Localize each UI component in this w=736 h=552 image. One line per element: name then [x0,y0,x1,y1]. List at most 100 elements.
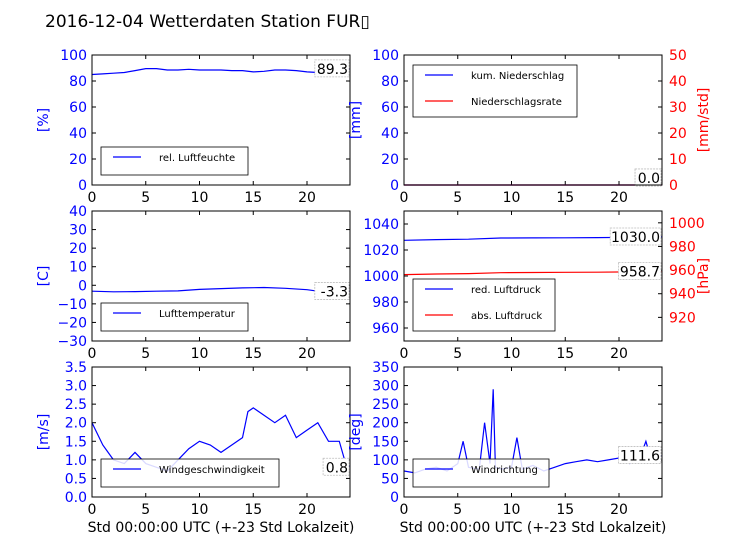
y-tick-label: 100 [60,48,87,64]
legend-entry: kum. Niederschlag [471,71,564,82]
plot-frame [403,54,663,186]
y-tick-label: 40 [381,126,399,142]
x-tick-label: 5 [141,346,150,362]
legend-box [100,146,249,176]
y2-tick-label: 960 [669,263,696,279]
y-tick-label: 150 [372,434,399,450]
x-tick-label: 15 [244,190,262,206]
x-tick-label: 15 [556,190,574,206]
y2-tick-label: 40 [669,74,687,90]
value-annotation-box [618,446,662,464]
y-tick-label: 20 [69,241,87,257]
y-tick-label: 0 [78,178,87,194]
y-tick-label: 10 [69,260,87,276]
legend-entry: abs. Luftdruck [471,311,542,322]
legend-box [412,458,550,488]
y2-tick-label: 10 [669,152,687,168]
y2-tick-label: 940 [669,287,696,303]
x-tick-label: 10 [503,190,521,206]
value-annotation: 958.7 [620,265,660,281]
x-tick-label: 20 [610,346,628,362]
y-tick-label: 2.0 [65,416,87,432]
y-tick-label: 20 [69,152,87,168]
legend-box [100,302,249,332]
x-tick-label: 10 [191,346,209,362]
value-annotation: -3.3 [321,284,348,300]
x-tick-label: 15 [244,502,262,518]
value-annotation-box [314,59,350,78]
x-tick-label: 15 [556,502,574,518]
y-tick-label: −30 [57,334,87,350]
chart-humidity: 0 5 10 15 20 0 20 40 60 80 100 [%] 89.3 rel. Luftfeuc… [36,48,351,206]
chart-rain: 0 5 10 15 20 0 20 40 60 80 100 0 10 20 30 40 50 [mm] [mm/s… [348,48,712,206]
y-tick-label: 40 [69,126,87,142]
y2-axis-label: [mm/std] [696,88,712,153]
chart-pressure: 0 5 10 15 20 960 980 1000 1020 1040 920 940 960 980 10… [363,210,712,362]
y-axis-label: [deg] [348,413,364,450]
y-tick-label: 200 [372,416,399,432]
legend-box [412,278,556,332]
plot-frame [403,210,663,342]
y-tick-label: −20 [57,315,87,331]
y-tick-label: 50 [381,471,399,487]
value-annotation: 1030.0 [611,230,660,246]
plot-frame [403,366,663,498]
x-tick-label: 20 [610,190,628,206]
value-annotation: 111.6 [620,449,660,465]
y-tick-label: 80 [381,74,399,90]
x-tick-label: 5 [141,502,150,518]
y-tick-label: 1.0 [65,453,87,469]
legend-entry: Niederschlagsrate [471,97,562,108]
value-annotation: 89.3 [317,62,348,78]
y2-tick-label: 50 [669,48,687,64]
y-tick-label: 100 [372,453,399,469]
plot-frame [91,210,351,342]
y-tick-label: 1.5 [65,434,87,450]
y-tick-label: 350 [372,360,399,376]
series-line-humidity-0 [91,67,351,76]
y-tick-label: 80 [69,74,87,90]
x-tick-label: 15 [556,346,574,362]
y-tick-label: 0.5 [65,471,87,487]
legend-entry: rel. Luftfeuchte [159,153,235,164]
x-tick-label: 5 [141,190,150,206]
x-tick-label: 20 [298,502,316,518]
y-tick-label: 1040 [363,217,399,233]
y-tick-label: 1000 [363,269,399,285]
value-annotation-box [634,168,662,187]
x-tick-label: 5 [453,190,462,206]
y-axis-label: [C] [36,266,52,287]
x-tick-label: 0 [88,190,97,206]
y2-tick-label: 1000 [669,216,705,232]
x-axis-label: Std 00:00:00 UTC (+-23 Std Lokalzeit) [400,520,667,536]
y2-tick-label: 30 [669,100,687,116]
y2-tick-label: 980 [669,239,696,255]
value-annotation-box [314,282,350,300]
y-tick-label: 1020 [363,243,399,259]
y-tick-label: 0 [390,178,399,194]
x-tick-label: 10 [191,190,209,206]
x-tick-label: 15 [244,346,262,362]
legend-entry: Windgeschwindigkeit [159,465,265,476]
x-tick-label: 0 [400,346,409,362]
x-tick-label: 5 [453,502,462,518]
legend-entry: Windrichtung [471,465,538,476]
y-tick-label: 980 [372,295,399,311]
y-tick-label: 60 [69,100,87,116]
value-annotation-box [609,227,662,246]
y-tick-label: 40 [69,204,87,220]
legend-entry: Lufttemperatur [159,309,236,320]
y-tick-label: 100 [372,48,399,64]
x-tick-label: 0 [400,502,409,518]
y-tick-label: 0 [78,278,87,294]
value-annotation-box [618,262,662,281]
y-axis-label: [mm] [348,101,364,139]
legend-entry: red. Luftdruck [471,285,541,296]
x-tick-label: 10 [191,502,209,518]
y-tick-label: 3.5 [65,360,87,376]
y2-tick-label: 0 [669,178,678,194]
y2-axis-label: [hPa] [696,258,712,294]
